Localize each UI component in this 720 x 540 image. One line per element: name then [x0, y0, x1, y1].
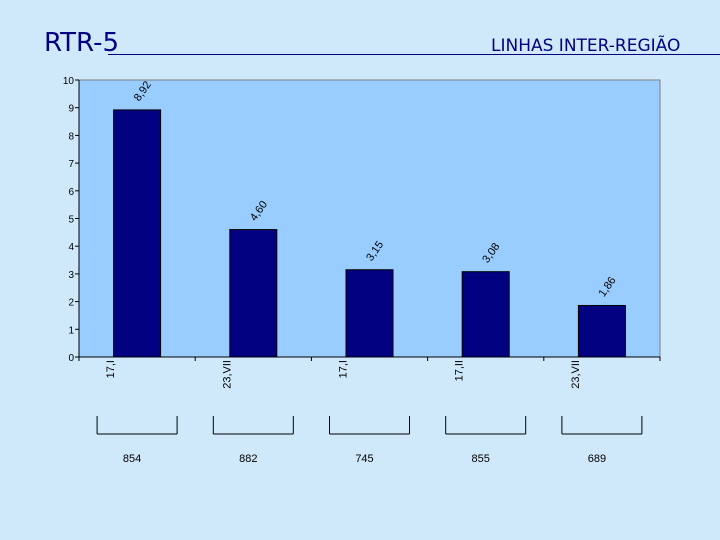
- title-underline: [108, 54, 720, 55]
- category-label: 17,II: [454, 360, 466, 381]
- group-label: 855: [472, 453, 490, 465]
- y-tick-label: 2: [68, 298, 74, 309]
- bar: [113, 109, 162, 358]
- group-label: 745: [355, 453, 373, 465]
- slide-title: RTR-5: [44, 28, 119, 58]
- y-tick-label: 5: [68, 215, 74, 226]
- y-tick-label: 0: [68, 353, 74, 364]
- bar: [345, 269, 394, 358]
- y-tick-label: 1: [68, 325, 74, 336]
- y-tick-label: 6: [68, 187, 74, 198]
- bar: [577, 304, 626, 358]
- bar: [461, 271, 510, 358]
- y-tick-label: 3: [68, 270, 74, 281]
- category-label: 23,VII: [570, 360, 582, 389]
- category-label: 17,I: [338, 360, 350, 378]
- bar: [229, 229, 278, 358]
- y-tick-label: 4: [68, 242, 74, 253]
- category-label: 17,I: [105, 360, 117, 378]
- category-label: 23,VII: [221, 360, 233, 389]
- group-label: 689: [588, 453, 606, 465]
- slide-subtitle: LINHAS INTER-REGIÃO: [491, 36, 681, 56]
- y-tick-label: 8: [68, 131, 74, 142]
- y-tick-label: 10: [63, 76, 75, 87]
- group-label: 854: [123, 453, 141, 465]
- y-tick-label: 9: [68, 104, 74, 115]
- group-label: 882: [239, 453, 257, 465]
- y-tick-label: 7: [68, 159, 74, 170]
